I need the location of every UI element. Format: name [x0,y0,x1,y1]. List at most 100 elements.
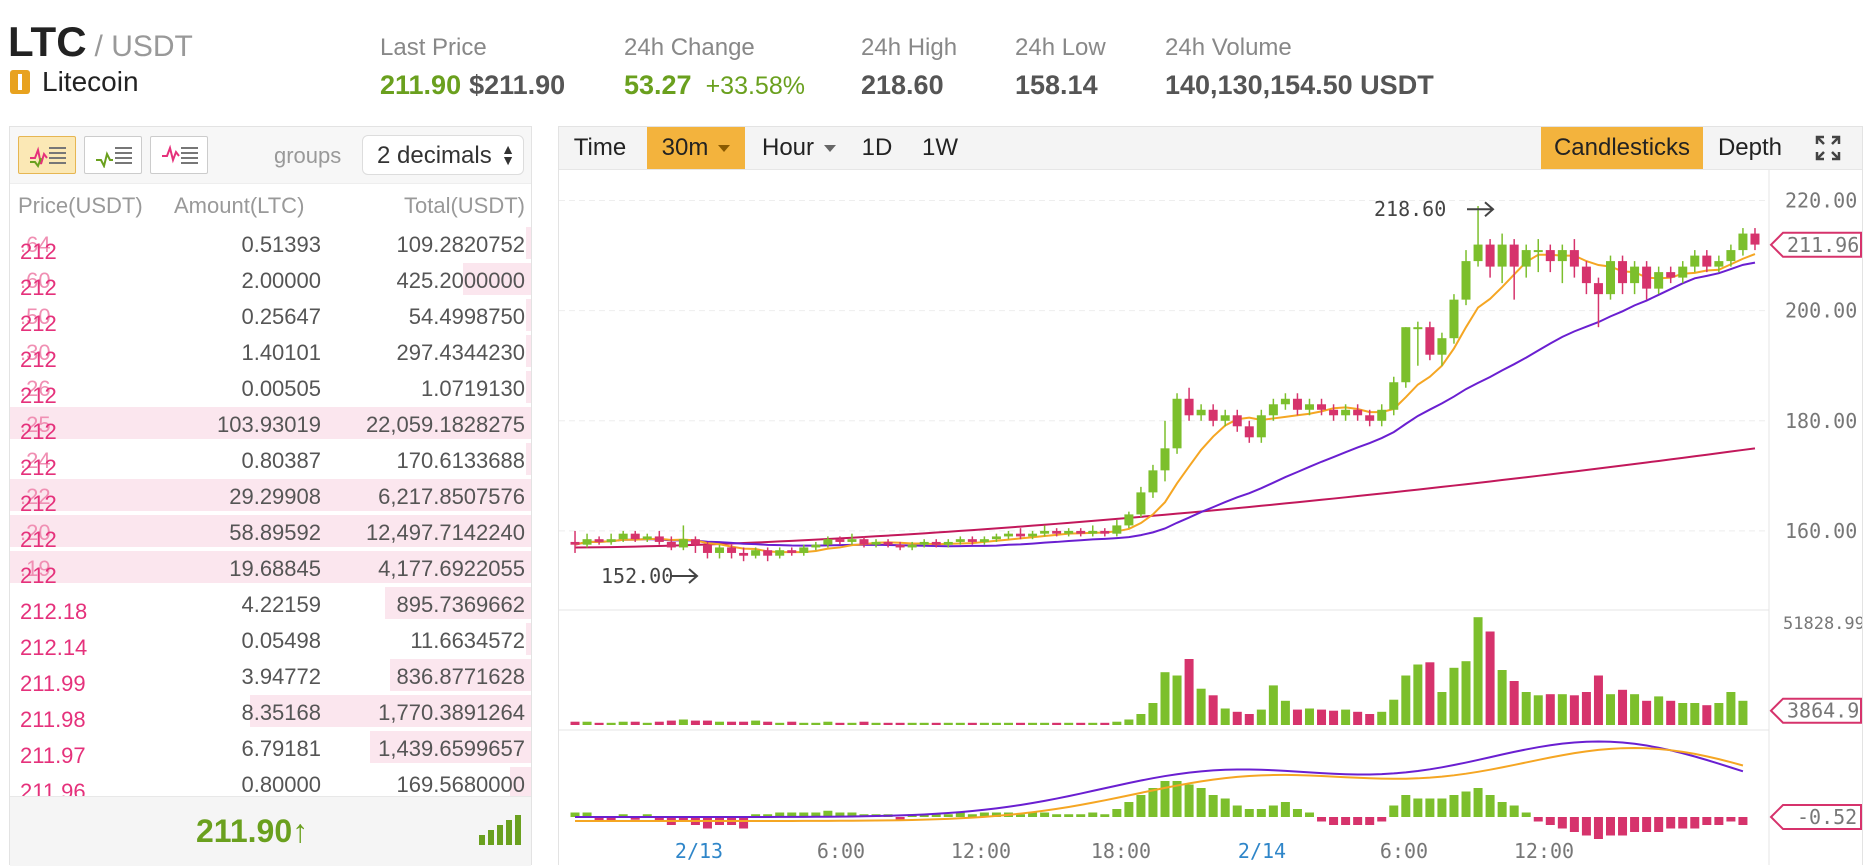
ask-row[interactable]: 211.97 6.79181 1,439.6599657 [10,729,531,768]
candle-body [1304,404,1314,410]
candle-body [1581,266,1591,284]
macd-bar [1521,812,1531,817]
view-asks-button[interactable] [150,136,208,174]
candlestick-chart[interactable]: 220.00 200.00 180.00 160.00 218.60 152.00 211.… [559,127,1862,865]
volume-bar [1666,700,1676,725]
macd-bar [594,817,604,822]
candle-body [931,541,941,545]
macd-bar [1413,798,1423,817]
volume-bar [1220,708,1230,725]
candle-body [1605,261,1615,295]
depth-bar [525,371,531,403]
current-price: 211.90↑ [196,813,308,850]
macd-tag-label: -0.52 [1797,805,1857,829]
macd-bar [1076,814,1086,817]
ask-row[interactable]: 212.64 0.51393 109.2820752 [10,225,531,264]
ask-row[interactable]: 212.20 58.89592 12,497.7142240 [10,513,531,552]
volume-bar [955,722,965,725]
candle-body [582,539,592,545]
candle-body [787,550,797,553]
ask-row[interactable]: 212.30 1.40101 297.4344230 [10,333,531,372]
hour-dropdown[interactable]: Hour [751,127,847,169]
book-both-icon [30,146,66,168]
ask-row[interactable]: 212.24 0.80387 170.6133688 [10,441,531,480]
coin-info-icon[interactable] [10,70,30,94]
ask-row[interactable]: 211.99 3.94772 836.8771628 [10,657,531,696]
ask-total: 1.0719130 [421,376,525,401]
ask-row[interactable]: 212.26 0.00505 1.0719130 [10,369,531,408]
macd-bar [967,814,977,817]
candle-body [1557,250,1567,262]
candle-body [1413,327,1423,330]
change-percent: +33.58% [705,72,805,100]
macd-bar [1184,784,1194,817]
volume-bar [1605,694,1615,725]
depth-tab[interactable]: Depth [1717,134,1783,161]
macd-bar [582,812,592,817]
volume-bar [727,721,737,725]
ask-row[interactable]: 212.18 4.22159 895.7369662 [10,585,531,624]
macd-bar [955,812,965,817]
candle-body [1437,338,1447,355]
volume-bar [1040,722,1050,725]
ask-row[interactable]: 212.60 2.00000 425.2000000 [10,261,531,300]
book-bids-icon [96,147,132,168]
chevron-down-icon [718,145,731,153]
view-both-button[interactable] [18,136,76,174]
ask-amount: 58.89592 [229,520,321,545]
depth-bar [390,659,531,691]
volume-stat: 24h Volume 140,130,154.50 USDT [1165,34,1434,101]
ask-row[interactable]: 212.25 103.93019 22,059.1828275 [10,405,531,444]
ask-total: 22,059.1828275 [365,412,525,437]
candle-body [775,550,785,556]
candle-body [847,539,857,542]
time-button[interactable]: Time [573,134,627,161]
macd-bar [751,814,761,817]
price-up-arrow-icon: ↑ [292,813,309,849]
ask-row[interactable]: 212.22 29.29908 6,217.8507576 [10,477,531,516]
candle-body [1497,244,1507,267]
ask-row[interactable]: 212.19 19.68845 4,177.6922055 [10,549,531,588]
macd-bar [678,817,688,822]
macd-bar [1280,802,1290,817]
candle-body [967,539,977,542]
macd-bar [919,814,929,817]
decimals-select[interactable]: 2 decimals ▲ ▼ [362,135,524,175]
volume-bar [1449,667,1459,725]
view-bids-button[interactable] [84,136,142,174]
volume-label: 24h Volume [1165,34,1292,61]
candlesticks-tab[interactable]: Candlesticks [1541,127,1703,169]
volume-bar [1365,714,1375,725]
volume-bar [991,722,1001,725]
candle-body [1593,283,1603,295]
volume-bar [979,722,989,725]
book-asks-icon [162,144,198,164]
volume-bar [1148,703,1158,725]
candle-body [630,533,640,540]
week-button[interactable]: 1W [922,134,958,161]
x-tick-label: 12:00 [1514,839,1574,863]
volume-bar [1654,696,1664,725]
ask-row[interactable]: 212.14 0.05498 11.6634572 [10,621,531,660]
volume-bar [1557,694,1567,725]
macd-bar [1040,812,1050,817]
current-price-value: 211.90 [196,813,293,849]
interval-label: 30m [661,134,709,161]
fullscreen-button[interactable] [1803,127,1853,169]
candle-body [943,541,953,545]
ask-row[interactable]: 211.96 0.80000 169.5680000 [10,765,531,804]
ask-amount: 0.51393 [241,232,321,257]
macd-bar [1726,817,1736,822]
day-button[interactable]: 1D [861,134,893,161]
ask-row[interactable]: 212.50 0.25647 54.4998750 [10,297,531,336]
candle-body [895,544,905,548]
candle-body [1100,530,1110,534]
ask-row[interactable]: 211.98 8.35168 1,770.3891264 [10,693,531,732]
interval-dropdown[interactable]: 30m [647,127,745,169]
volume-bar [1485,631,1495,725]
candle-body [594,539,604,542]
volume-bar [1618,689,1628,725]
last-price-usd: $211.90 [469,70,566,100]
candle-body [1714,261,1724,267]
depth-bar [249,695,531,727]
